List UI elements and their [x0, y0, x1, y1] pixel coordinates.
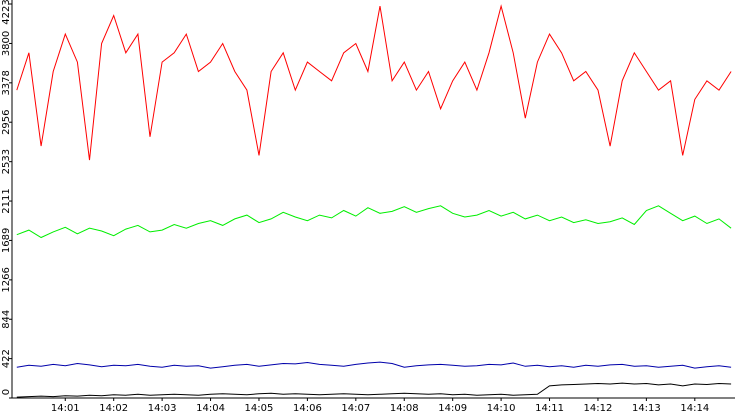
y-tick-label: 844 [1, 310, 12, 329]
x-tick-label: 14:12 [584, 403, 613, 414]
x-tick-label: 14:03 [148, 403, 177, 414]
y-tick-label: 4223 [1, 0, 12, 25]
y-tick-label: 1266 [1, 267, 12, 292]
x-tick-label: 14:10 [487, 403, 516, 414]
y-tick-label: 3800 [1, 31, 12, 56]
y-tick-label: 422 [1, 349, 12, 368]
series-line [16, 361, 732, 369]
x-tick-label: 14:11 [535, 403, 564, 414]
series-line [16, 205, 732, 239]
x-tick-label: 14:06 [293, 403, 322, 414]
y-tick-label: 0 [1, 389, 12, 395]
x-tick-label: 14:13 [632, 403, 661, 414]
y-tick-label: 3378 [1, 70, 12, 95]
series-line [16, 4, 732, 161]
series-line [16, 382, 732, 398]
x-tick-label: 14:02 [99, 403, 128, 414]
y-tick-label: 2111 [1, 188, 12, 213]
y-tick-label: 2533 [1, 149, 12, 174]
x-tick-label: 14:04 [196, 403, 225, 414]
x-tick-label: 14:09 [438, 403, 467, 414]
x-tick-label: 14:08 [390, 403, 419, 414]
x-tick-label: 14:05 [245, 403, 274, 414]
x-tick-label: 14:14 [680, 403, 709, 414]
x-tick-label: 14:01 [51, 403, 80, 414]
y-tick-label: 2956 [1, 109, 12, 134]
x-tick-label: 14:07 [341, 403, 370, 414]
y-tick-label: 1689 [1, 228, 12, 253]
